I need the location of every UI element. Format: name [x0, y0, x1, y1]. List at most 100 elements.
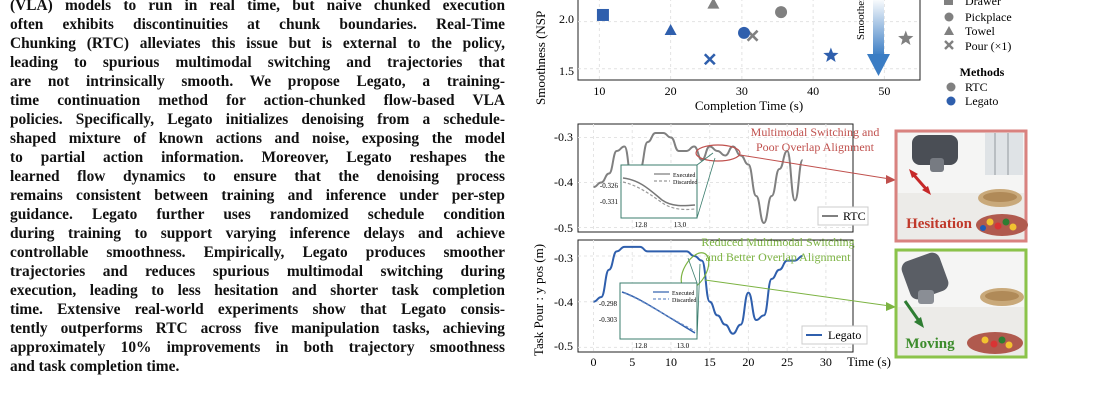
abstract-line: learned flow dynamics to ensure that the…	[10, 168, 505, 185]
scatter-ytick-2: 2.0	[559, 12, 574, 26]
legato-callout-line	[704, 279, 891, 307]
rtc-legend-label: RTC	[843, 209, 866, 223]
moving-arrow	[903, 300, 921, 322]
legend-methods-title: Methods	[960, 65, 1005, 79]
hesitation-arrow	[911, 173, 929, 191]
traj-xtick: 20	[742, 355, 754, 369]
traj-ylabel: Task Pour : y pos (m)	[531, 244, 546, 356]
rtc-inset-ytick-0: -0.326	[600, 182, 619, 190]
legend-rtc-marker	[946, 82, 956, 92]
legato-inset-xtick-0: 12.8	[635, 342, 648, 350]
rtc-legend-box	[817, 206, 869, 226]
legato-annotation-line2: and Better Overlap Alignment	[706, 250, 852, 264]
abstract-line: during training to support varying infer…	[10, 225, 505, 242]
abstract-line: approximately 10% improvements in both t…	[10, 339, 505, 356]
legend-pour-marker	[944, 40, 954, 50]
abstract-line: time continuation method for action-chun…	[10, 92, 505, 109]
legato-inset-connector-a	[687, 257, 698, 284]
rtc-annotation-line2: Poor Overlap Alignment	[756, 140, 875, 154]
robot-gripper-moving	[901, 252, 949, 300]
abstract-line: policies. Specifically, Legato initializ…	[10, 111, 505, 128]
rtc-callout-arrowhead	[886, 175, 896, 184]
legato-inset-discarded-line	[623, 292, 696, 332]
legend-legato-marker	[946, 96, 956, 106]
abstract-line: shaped mixture of known actions and nois…	[10, 130, 505, 147]
rtc-inset-executed-line	[622, 177, 696, 207]
rtc-inset-connector-b	[696, 157, 716, 219]
rtc-inset-discarded-line	[622, 181, 696, 211]
legato-inset-legend-discarded: Discarded	[672, 298, 696, 304]
rtc-annotation-line1: Multimodal Switching and	[751, 125, 880, 139]
legato-legend-box	[801, 325, 868, 345]
scatter-point-rtc	[707, 0, 720, 9]
trajectory-panels: Task Pour : y pos (m) -0.3 -0.4 -0.5 RTC…	[531, 123, 896, 369]
abstract-line: time. Extensive real-world experiments s…	[10, 301, 505, 318]
traj-xtick: 15	[704, 355, 716, 369]
smoother-arrow-head	[867, 54, 890, 76]
legato-annotation-line1: Reduced Multimodal Switching	[701, 235, 854, 249]
bowl-bottom	[976, 214, 1028, 236]
traj-xtick: 30	[820, 355, 832, 369]
legend-legato-label: Legato	[965, 94, 998, 108]
rtc-inset-connector-a	[696, 152, 714, 166]
abstract-line: tently outperforms RTC across five manip…	[10, 320, 505, 337]
legend-pickplace-marker	[944, 12, 954, 22]
legato-inset-legend-executed: Executed	[672, 291, 694, 297]
abstract-line: guidance. Legato further uses randomized…	[10, 206, 505, 223]
scatter-panel: Smoothness (NSP 2.0 1.5 10 20 30 40 50 Compl…	[533, 0, 1012, 113]
legend-pour-label: Pour (×1)	[965, 39, 1011, 53]
legend-pickplace-label: Pickplace	[965, 10, 1012, 24]
abstract-line: trajectories and reduces spurious multim…	[10, 263, 505, 280]
abstract-line: execution, leading to less hesitation an…	[10, 282, 505, 299]
abstract-line: are not intrinsically smooth. We propose…	[10, 73, 505, 90]
scatter-ytick-1-5: 1.5	[559, 64, 574, 78]
legato-ytick-1: -0.4	[554, 295, 573, 309]
abstract-line: controllable smoothness. Empirically, Le…	[10, 244, 505, 261]
legato-inset-xtick-1: 13.0	[677, 342, 690, 350]
legato-ytick-0: -0.3	[554, 251, 573, 265]
legato-callout-arrowhead	[886, 302, 896, 311]
robot-gripper	[912, 135, 958, 165]
legato-inset-ytick-0: -0.298	[599, 300, 618, 308]
scatter-point-legato	[596, 8, 609, 21]
legato-ytick-2: -0.5	[554, 339, 573, 353]
rtc-inset-ytick-1: -0.331	[600, 198, 619, 206]
legend-towel-label: Towel	[965, 24, 995, 38]
rtc-ytick-1: -0.4	[554, 175, 573, 189]
smoother-arrow-label: Smoother	[855, 0, 867, 40]
abstract-text: (VLA) models to run in real time, but na…	[10, 0, 505, 376]
rtc-inset-legend-discarded: Discarded	[673, 180, 697, 186]
scatter-xtick: 50	[878, 84, 890, 98]
scatter-point-legato	[738, 26, 751, 39]
abstract-line: to partial action information. Moreover,…	[10, 149, 505, 166]
moving-label: Moving	[905, 336, 955, 352]
rtc-inset-xtick-1: 13.0	[674, 221, 687, 229]
scatter-point-rtc	[775, 6, 788, 19]
legato-inset-connector-b	[696, 263, 701, 340]
photo-hesitation: Hesitation	[894, 129, 1028, 243]
traj-xtick: 10	[665, 355, 677, 369]
rtc-inset-xtick-0: 12.8	[635, 221, 648, 229]
rtc-ytick-0: -0.3	[554, 130, 573, 144]
rtc-highlight-ellipse	[695, 144, 741, 162]
scatter-legend: Drawer Pickplace Towel Pour (×1) Methods…	[944, 0, 1012, 108]
scatter-ylabel: Smoothness (NSP	[533, 11, 548, 105]
scatter-xtick: 10	[593, 84, 605, 98]
rtc-ytick-2: -0.5	[554, 221, 573, 235]
scatter-xtick: 20	[665, 84, 677, 98]
traj-xtick: 5	[629, 355, 635, 369]
legend-towel-marker	[944, 26, 954, 35]
legato-inset-ytick-1: -0.303	[599, 316, 618, 324]
legato-legend-label: Legato	[828, 328, 861, 342]
legend-drawer-marker	[944, 0, 953, 5]
traj-xtick: 25	[781, 355, 793, 369]
hesitation-label: Hesitation	[906, 216, 972, 232]
scatter-point-legato	[703, 53, 716, 66]
abstract-line: remains consistent between training and …	[10, 187, 505, 204]
legend-drawer-label: Drawer	[965, 0, 1001, 8]
scatter-xtick: 30	[736, 84, 748, 98]
scatter-point-legato	[664, 23, 677, 35]
abstract-line: Chunking (RTC) alleviates this issue but…	[10, 35, 505, 52]
scatter-xtick: 40	[807, 84, 819, 98]
